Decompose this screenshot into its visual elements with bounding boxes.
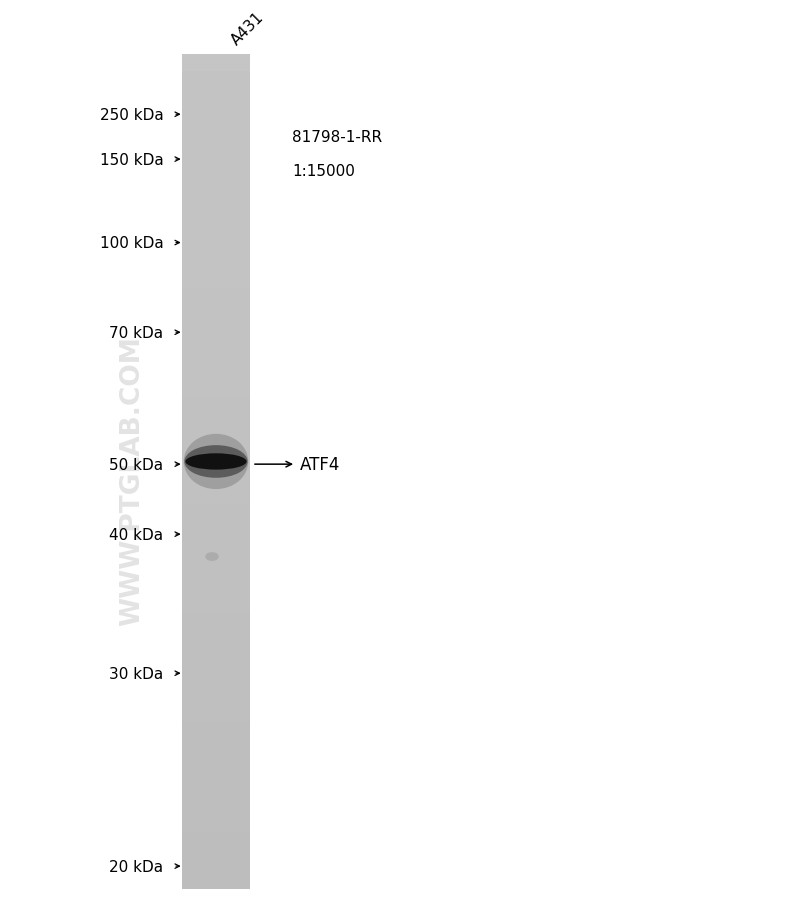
Text: WWW.PTGLAB.COM: WWW.PTGLAB.COM <box>119 336 145 626</box>
Text: A431: A431 <box>228 10 266 48</box>
Text: 70 kDa: 70 kDa <box>110 326 164 340</box>
Ellipse shape <box>205 553 219 561</box>
Text: 150 kDa: 150 kDa <box>100 152 164 168</box>
Ellipse shape <box>184 446 248 478</box>
Text: 100 kDa: 100 kDa <box>100 235 164 251</box>
Text: 1:15000: 1:15000 <box>292 164 355 179</box>
Text: ATF4: ATF4 <box>300 456 340 474</box>
Text: 50 kDa: 50 kDa <box>110 457 164 472</box>
Text: 40 kDa: 40 kDa <box>110 527 164 542</box>
FancyBboxPatch shape <box>182 55 250 888</box>
Text: 81798-1-RR: 81798-1-RR <box>292 130 382 144</box>
Text: 250 kDa: 250 kDa <box>100 107 164 123</box>
Text: 30 kDa: 30 kDa <box>110 666 164 681</box>
Ellipse shape <box>186 454 246 470</box>
Ellipse shape <box>184 435 248 490</box>
Text: 20 kDa: 20 kDa <box>110 859 164 874</box>
